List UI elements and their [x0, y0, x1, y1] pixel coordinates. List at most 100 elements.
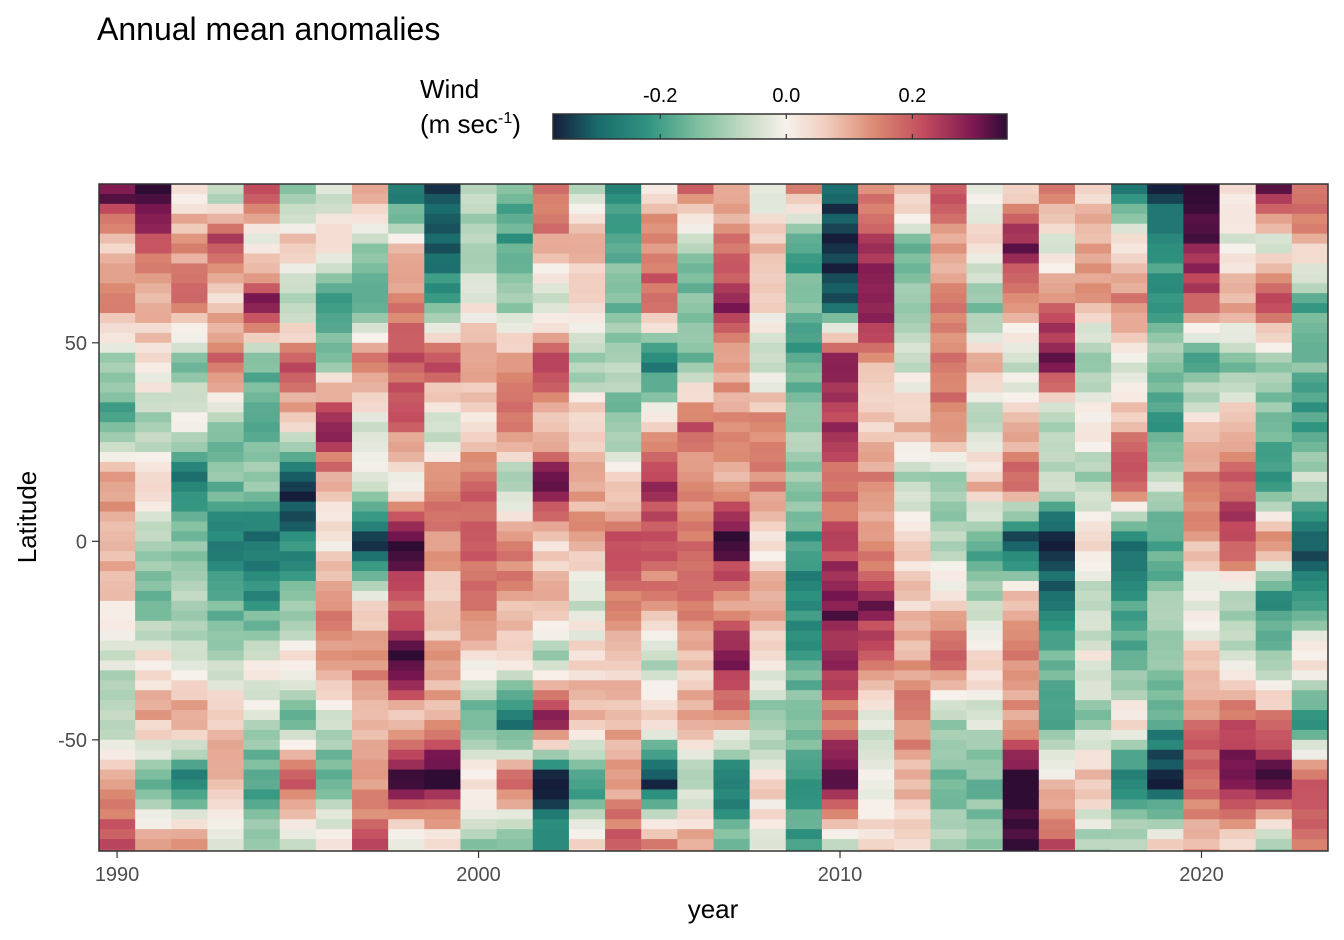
heatmap-cell — [496, 303, 534, 314]
heatmap-cell — [207, 680, 245, 691]
heatmap-cell — [641, 253, 678, 265]
heatmap-cell — [930, 481, 968, 493]
heatmap-cell — [713, 352, 751, 364]
heatmap-cell — [1074, 223, 1112, 235]
heatmap-cell — [532, 223, 570, 235]
heatmap-cell — [243, 769, 281, 781]
heatmap-cell — [1219, 670, 1257, 681]
heatmap-cell — [1183, 243, 1221, 255]
heatmap-cell — [279, 352, 317, 364]
heatmap-cell — [1074, 362, 1112, 374]
heatmap-cell — [1255, 253, 1293, 265]
heatmap-cell — [207, 273, 245, 284]
heatmap-cell — [532, 193, 570, 205]
heatmap-cell — [99, 293, 136, 304]
heatmap-cell — [388, 739, 425, 751]
heatmap-cell — [641, 412, 678, 423]
heatmap-cell — [532, 184, 570, 195]
heatmap-cell — [641, 481, 678, 493]
heatmap-cell — [424, 819, 462, 830]
heatmap-cell — [1219, 620, 1257, 632]
heatmap-cell — [1002, 590, 1040, 602]
heatmap-cell — [1183, 481, 1221, 493]
heatmap-cell — [785, 243, 823, 255]
heatmap-cell — [605, 362, 642, 374]
heatmap-cell — [1111, 680, 1148, 691]
heatmap-cell — [1002, 184, 1040, 195]
heatmap-cell — [243, 243, 281, 255]
legend-title-unit-end: ) — [512, 109, 521, 139]
heatmap-cell — [966, 670, 1004, 681]
heatmap-cell — [1074, 432, 1112, 443]
heatmap-cell — [171, 422, 209, 433]
heatmap-cell — [424, 739, 462, 751]
heatmap-cell — [894, 253, 931, 265]
heatmap-cell — [460, 680, 498, 691]
heatmap-cell — [1255, 362, 1293, 374]
heatmap-cell — [1219, 203, 1257, 215]
heatmap-cell — [785, 561, 823, 572]
heatmap-cell — [1038, 670, 1076, 681]
heatmap-cell — [171, 322, 209, 334]
heatmap-cell — [171, 789, 209, 800]
heatmap-cell — [1002, 749, 1040, 761]
heatmap-cell — [424, 352, 462, 364]
heatmap-cell — [894, 660, 931, 671]
heatmap-cell — [460, 749, 498, 761]
heatmap-cell — [388, 620, 425, 632]
heatmap-cell — [352, 839, 389, 850]
heatmap-cell — [1183, 233, 1221, 245]
heatmap-cell — [966, 531, 1004, 542]
heatmap-cell — [1291, 362, 1328, 374]
heatmap-cell — [858, 541, 895, 552]
heatmap-cell — [1255, 243, 1293, 255]
heatmap-cell — [424, 442, 462, 453]
heatmap-cell — [821, 402, 859, 413]
heatmap-cell — [966, 342, 1004, 354]
heatmap-cell — [821, 332, 859, 344]
heatmap-cell — [135, 471, 172, 483]
heatmap-cell — [930, 581, 968, 592]
heatmap-cell — [1111, 660, 1148, 671]
heatmap-cell — [821, 451, 859, 463]
heatmap-cell — [1219, 660, 1257, 671]
heatmap-cell — [1002, 442, 1040, 453]
heatmap-cell — [677, 461, 715, 473]
heatmap-cell — [1183, 521, 1221, 532]
heatmap-cell — [1219, 809, 1257, 820]
heatmap-cell — [1219, 739, 1257, 751]
heatmap-cell — [1002, 233, 1040, 245]
heatmap-cell — [460, 501, 498, 513]
heatmap-cell — [496, 541, 534, 552]
heatmap-cell — [966, 412, 1004, 423]
heatmap-cell — [171, 313, 209, 324]
heatmap-cell — [1291, 511, 1328, 523]
heatmap-cell — [894, 223, 931, 235]
heatmap-cell — [1291, 779, 1328, 791]
heatmap-cell — [749, 829, 787, 840]
heatmap-cell — [388, 322, 425, 334]
heatmap-cell — [749, 690, 787, 701]
heatmap-cell — [532, 293, 570, 304]
heatmap-cell — [315, 670, 353, 681]
heatmap-cell — [352, 511, 389, 523]
heatmap-cell — [315, 382, 353, 394]
heatmap-cell — [894, 690, 931, 701]
heatmap-cell — [1255, 581, 1293, 592]
heatmap-cell — [135, 402, 172, 413]
heatmap-cell — [1255, 630, 1293, 642]
heatmap-cell — [894, 710, 931, 721]
heatmap-cell — [858, 253, 895, 265]
heatmap-cell — [460, 233, 498, 245]
heatmap-cell — [821, 233, 859, 245]
heatmap-cell — [460, 491, 498, 503]
heatmap-cell — [207, 313, 245, 324]
heatmap-cell — [1291, 809, 1328, 820]
heatmap-cell — [207, 283, 245, 294]
heatmap-cell — [677, 749, 715, 761]
heatmap-cell — [641, 849, 678, 851]
heatmap-cell — [568, 243, 606, 255]
heatmap-cell — [930, 670, 968, 681]
heatmap-cell — [1074, 829, 1112, 840]
heatmap-cell — [677, 193, 715, 205]
